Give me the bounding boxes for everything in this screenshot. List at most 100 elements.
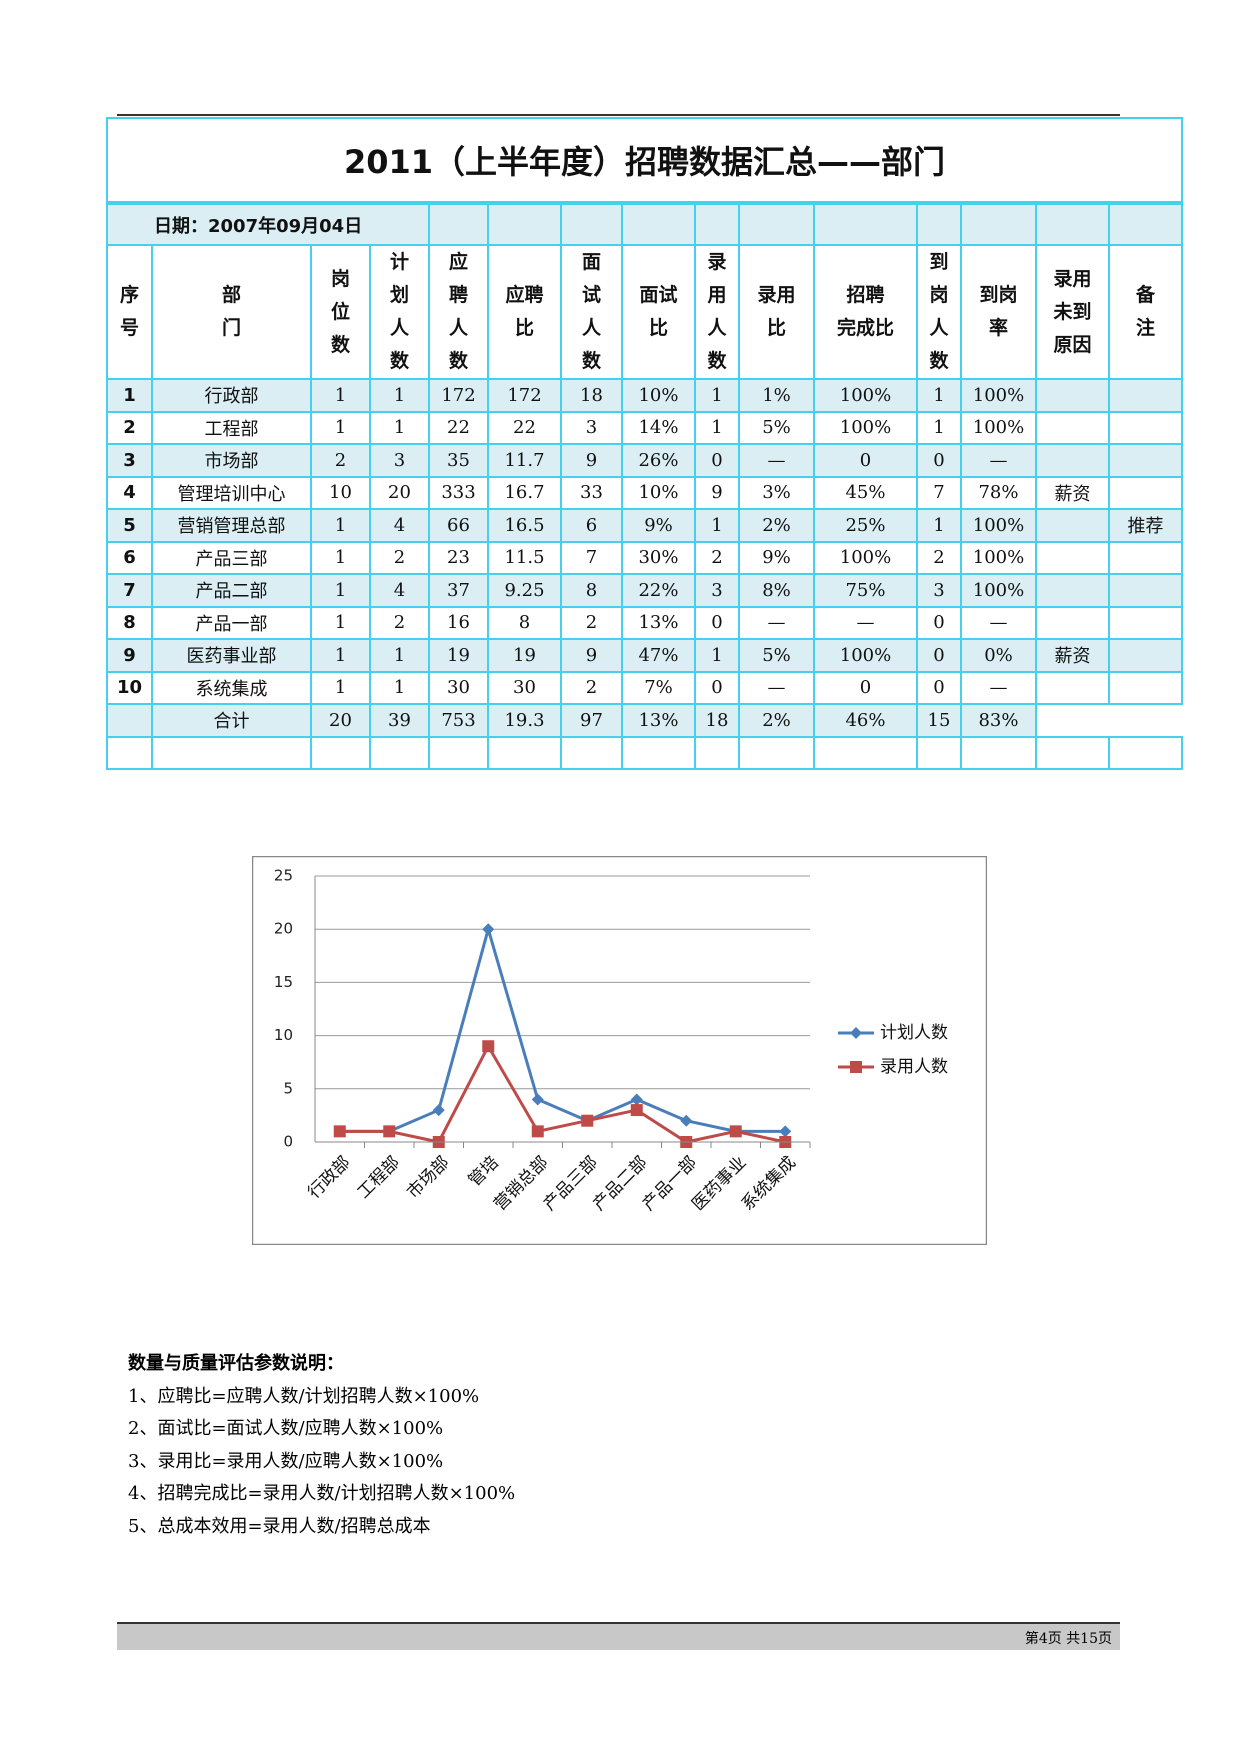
cell: 100% — [960, 378, 1037, 413]
cell — [1035, 508, 1110, 543]
cell: 20 — [369, 475, 430, 510]
cell: 19 — [487, 638, 562, 673]
empty-cell — [813, 202, 918, 246]
cell: 14% — [621, 410, 696, 445]
cell: 0 — [813, 670, 918, 705]
data-row: 3 市场部 2 3 35 11.7 9 26% 0—0 0— — [106, 443, 1184, 478]
header-text: 序 — [119, 284, 139, 306]
header-text: 应聘 — [505, 284, 544, 306]
empty-cell — [621, 735, 696, 770]
footer: 第4页 共15页 — [117, 1622, 1120, 1650]
cell: 0 — [916, 443, 962, 478]
cell: 工程部 — [151, 410, 312, 445]
header-text: 数 — [330, 333, 350, 356]
cell: 0 — [916, 638, 962, 673]
cell: 18 — [560, 378, 623, 413]
header-text: 到 — [929, 251, 949, 273]
cell: 1 — [310, 410, 371, 445]
header-text: 人 — [389, 317, 409, 339]
cell: 333 — [428, 475, 489, 510]
cell: 产品三部 — [151, 540, 312, 575]
cell: — — [960, 443, 1037, 478]
y-tick-label: 25 — [274, 867, 293, 885]
cell — [1035, 540, 1110, 575]
cell: 172 — [487, 378, 562, 413]
note-item: 1、应聘比=应聘人数/计划招聘人数×100% — [128, 1385, 480, 1407]
cell: 37 — [428, 573, 489, 608]
header-text: 数 — [929, 350, 949, 372]
header-text: 到岗 — [979, 284, 1018, 306]
cell: 1 — [310, 573, 371, 608]
cell: 薪资 — [1035, 475, 1110, 510]
cell: 1% — [738, 378, 815, 413]
note-item: 5、总成本效用=录用人数/招聘总成本 — [128, 1515, 431, 1537]
empty-cell — [694, 202, 740, 246]
empty-cell — [1107, 202, 1184, 246]
cell: 7 — [916, 475, 962, 510]
cell: 15 — [916, 703, 962, 738]
data-row: 10 系统集成 1 1 30 30 2 7% 0—0 0— — [106, 670, 1184, 705]
header-text: 岗 — [929, 284, 949, 306]
total-row: 合计 20 39 753 19.3 97 13% 18 2% 46% 15 83% — [106, 703, 1182, 738]
cell: 78% — [960, 475, 1037, 510]
header-cell: 录用人数 — [694, 244, 740, 380]
cell: 0% — [960, 638, 1037, 673]
header-text: 比 — [766, 317, 786, 339]
cell: 管理培训中心 — [151, 475, 312, 510]
cell: 2% — [738, 508, 815, 543]
cell: 1 — [694, 378, 740, 413]
empty-cell — [916, 735, 962, 770]
header-row: 序号部门岗位数计划人数应聘人数应聘比面试人数面试比录用人数录用比招聘 完成比到岗人… — [106, 244, 1184, 380]
cell: 10 — [310, 475, 371, 510]
cell: 2 — [694, 540, 740, 575]
cell: — — [813, 605, 918, 640]
cell — [1107, 443, 1184, 478]
cell: 1 — [916, 508, 962, 543]
legend-label: 录用人数 — [880, 1057, 948, 1077]
cell: 3 — [560, 410, 623, 445]
header-cell: 部门 — [151, 244, 312, 380]
cell: 19.3 — [487, 703, 562, 738]
header-text: 岗 — [330, 267, 350, 290]
cell: 1 — [369, 670, 430, 705]
header-text: 人 — [929, 317, 949, 339]
empty-cell — [960, 202, 1037, 246]
data-row: 2 工程部 1 1 22 22 3 14% 1 5% 100% 1 100% — [106, 410, 1184, 445]
header-text: 原因 — [1053, 333, 1092, 356]
cell: 16.5 — [487, 508, 562, 543]
cell: 薪资 — [1035, 638, 1110, 673]
cell: 753 — [428, 703, 489, 738]
header-text: 数 — [707, 350, 727, 372]
cell: 产品二部 — [151, 573, 312, 608]
header-text: 招聘 — [846, 284, 885, 306]
cell: 1 — [310, 638, 371, 673]
cell: 0 — [694, 443, 740, 478]
header-cell: 计划人数 — [369, 244, 430, 380]
cell: 20 — [310, 703, 371, 738]
header-text: 录 — [707, 251, 727, 273]
empty-cell — [106, 735, 153, 770]
cell: 1 — [369, 638, 430, 673]
cell: 2 — [916, 540, 962, 575]
empty-cell — [1035, 202, 1110, 246]
header-cell: 录用 未到 原因 — [1035, 244, 1110, 380]
cell: 9 — [560, 638, 623, 673]
header-text: 门 — [221, 317, 241, 339]
cell: 6 — [560, 508, 623, 543]
cell: 推荐 — [1107, 508, 1184, 543]
y-tick-label: 20 — [274, 920, 293, 938]
cell: 1 — [694, 508, 740, 543]
cell: 0 — [694, 605, 740, 640]
header-text: 完成比 — [836, 317, 894, 339]
cell — [1035, 443, 1110, 478]
cell: 3 — [106, 443, 153, 478]
cell: 16 — [428, 605, 489, 640]
cell: 22 — [487, 410, 562, 445]
header-text: 数 — [389, 350, 409, 372]
point — [581, 1114, 594, 1127]
header-cell: 面试人数 — [560, 244, 623, 380]
blank-row — [106, 735, 1184, 770]
empty-cell — [621, 202, 696, 246]
cell: 1 — [916, 378, 962, 413]
data-row: 9 医药事业部 1 1 19 19 9 47% 1 5% 100% 0 0% 薪资 — [106, 638, 1184, 673]
